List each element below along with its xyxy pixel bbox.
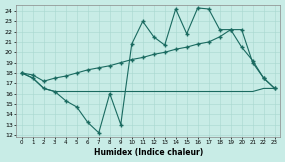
X-axis label: Humidex (Indice chaleur): Humidex (Indice chaleur) (93, 148, 203, 157)
